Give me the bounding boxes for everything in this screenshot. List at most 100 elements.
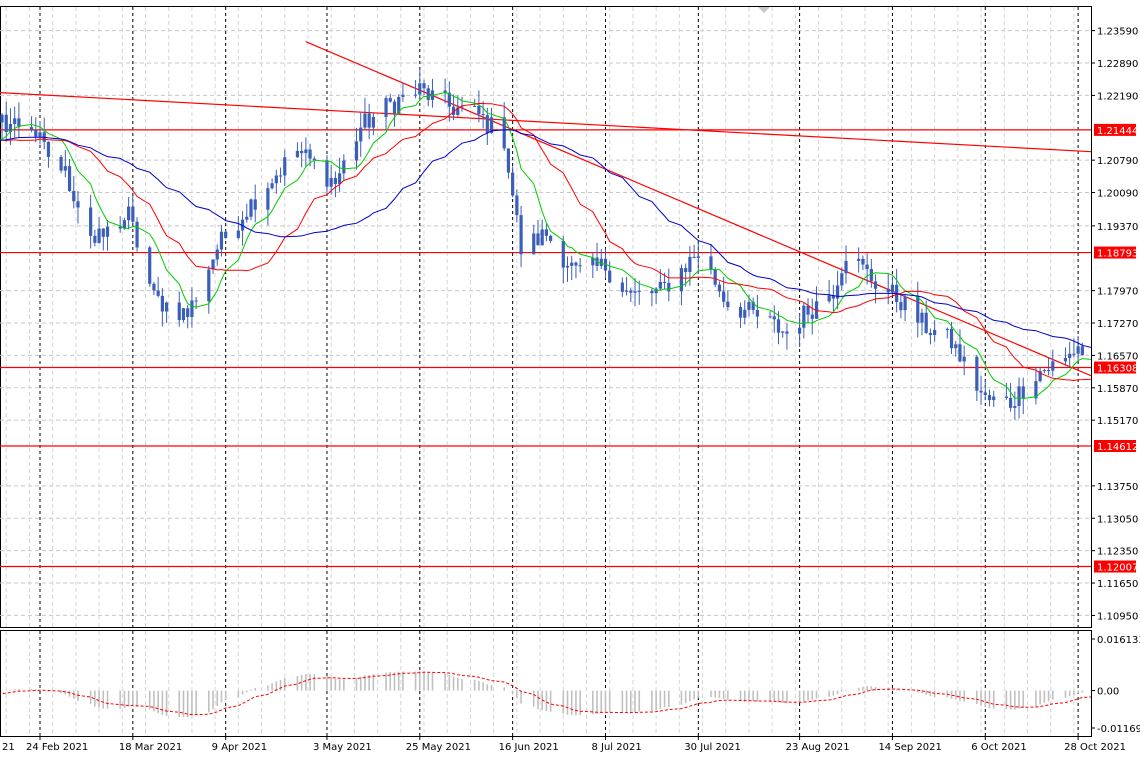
price-bar-body xyxy=(532,233,536,255)
price-bar-body xyxy=(519,215,523,255)
price-bar-body xyxy=(17,118,21,128)
price-bar-body xyxy=(338,173,342,185)
price-bar-body xyxy=(473,106,477,108)
price-bar-body xyxy=(658,281,662,289)
price-bar-body xyxy=(477,106,481,115)
price-bar-body xyxy=(987,395,992,401)
price-bar-body xyxy=(367,113,371,128)
price-bar-body xyxy=(975,356,979,391)
price-bar-body xyxy=(401,94,405,97)
price-bar-body xyxy=(928,332,933,336)
price-axis-label: 1.12350 xyxy=(1097,547,1138,558)
oscillator-axis-label: -0.011696 xyxy=(1097,724,1140,735)
date-axis-label: 18 Mar 2021 xyxy=(119,742,182,753)
price-bar-body xyxy=(979,390,983,393)
price-bar-body xyxy=(945,328,949,330)
price-bar-body xyxy=(1063,358,1068,362)
price-panel xyxy=(0,41,1091,568)
price-bar-body xyxy=(1017,386,1021,406)
moving-average-line xyxy=(0,129,1091,348)
price-bar-body xyxy=(802,305,806,328)
price-axis-label: 1.15870 xyxy=(1097,384,1138,395)
oscillator-panel-frame xyxy=(0,630,1092,737)
price-bar-body xyxy=(511,172,515,196)
date-axis-label: 30 Jul 2021 xyxy=(684,742,741,753)
price-bar-body xyxy=(215,249,219,260)
price-bar-body xyxy=(629,290,633,293)
price-axis-label: 1.22190 xyxy=(1097,91,1138,102)
price-bar-body xyxy=(67,166,72,192)
oscillator-panel xyxy=(0,671,1091,718)
price-axis-label: 1.16570 xyxy=(1097,351,1138,362)
price-bar-body xyxy=(865,264,869,270)
price-bar-body xyxy=(1068,353,1072,359)
price-bar-body xyxy=(776,319,781,333)
price-bar-body xyxy=(152,283,156,291)
price-bar-body xyxy=(873,281,878,289)
price-bar-body xyxy=(46,141,51,157)
price-bar-body xyxy=(13,118,17,125)
price-bar-body xyxy=(181,308,186,321)
price-bar-body xyxy=(544,229,548,236)
price-bar-body xyxy=(190,300,194,318)
price-bar-body xyxy=(1076,346,1080,354)
date-axis-label: 24 Feb 2021 xyxy=(26,742,88,753)
price-bar-body xyxy=(329,177,333,187)
price-axis-label: 1.13750 xyxy=(1097,482,1138,493)
price-bar-body xyxy=(270,183,274,189)
price-bar-body xyxy=(160,295,164,312)
price-bar-body xyxy=(1034,381,1038,399)
price-bar-body xyxy=(620,282,624,292)
price-bar-body xyxy=(131,206,135,222)
price-bar-body xyxy=(194,300,198,302)
price-bar-body xyxy=(1021,386,1025,399)
price-bar-body xyxy=(696,256,700,258)
date-axis-label: 25 May 2021 xyxy=(406,742,471,753)
price-bar-body xyxy=(920,312,924,323)
price-bar-body xyxy=(637,290,641,292)
scroll-marker-icon[interactable] xyxy=(758,7,770,13)
price-axis-label: 1.20090 xyxy=(1097,189,1138,200)
price-bar-body xyxy=(165,302,169,312)
price-bar-body xyxy=(342,160,346,174)
price-bar-body xyxy=(371,116,375,128)
price-bar-body xyxy=(924,312,928,333)
price-bar-body xyxy=(363,113,367,128)
price-bar-body xyxy=(456,107,460,115)
price-bar-body xyxy=(93,235,97,243)
price-bar-body xyxy=(0,114,4,123)
price-bar-body xyxy=(840,273,844,286)
price-bar-body xyxy=(207,269,211,302)
axes: 1.23590 1.22890 1.22190 1.20790 1.20090 1.193… xyxy=(2,27,1140,753)
price-axis-label: 1.19370 xyxy=(1097,222,1138,233)
price-bar-body xyxy=(253,199,257,210)
level-price-box xyxy=(1094,361,1136,374)
price-bar-body xyxy=(578,265,582,267)
price-bar-body xyxy=(1013,405,1017,408)
price-bar-body xyxy=(709,256,713,270)
price-bar-body xyxy=(211,259,215,270)
date-axis-label: 23 Aug 2021 xyxy=(786,742,850,753)
price-bar-body xyxy=(899,302,903,311)
price-bar-body xyxy=(1004,396,1008,398)
price-bar-body xyxy=(283,157,287,176)
price-bar-body xyxy=(570,262,574,266)
price-bar-body xyxy=(869,269,873,282)
price-axis-label: 1.23590 xyxy=(1097,27,1138,38)
price-bar-body xyxy=(413,94,418,96)
price-bar-body xyxy=(831,295,835,299)
price-bar-body xyxy=(781,331,785,333)
price-bar-body xyxy=(443,90,447,93)
price-bar-body xyxy=(418,83,422,95)
price-axis-label: 1.22890 xyxy=(1097,59,1138,70)
price-bar-body xyxy=(127,206,131,221)
price-bar-body xyxy=(426,88,430,100)
price-axis-label: 1.10950 xyxy=(1097,611,1138,622)
date-axis-label: 8 Jul 2021 xyxy=(591,742,641,753)
price-bar-body xyxy=(785,331,789,334)
price-bar-body xyxy=(861,258,865,265)
price-bar-body xyxy=(485,115,489,134)
price-bar-body xyxy=(633,291,637,293)
level-price-label: 1.14612 xyxy=(1097,442,1138,453)
